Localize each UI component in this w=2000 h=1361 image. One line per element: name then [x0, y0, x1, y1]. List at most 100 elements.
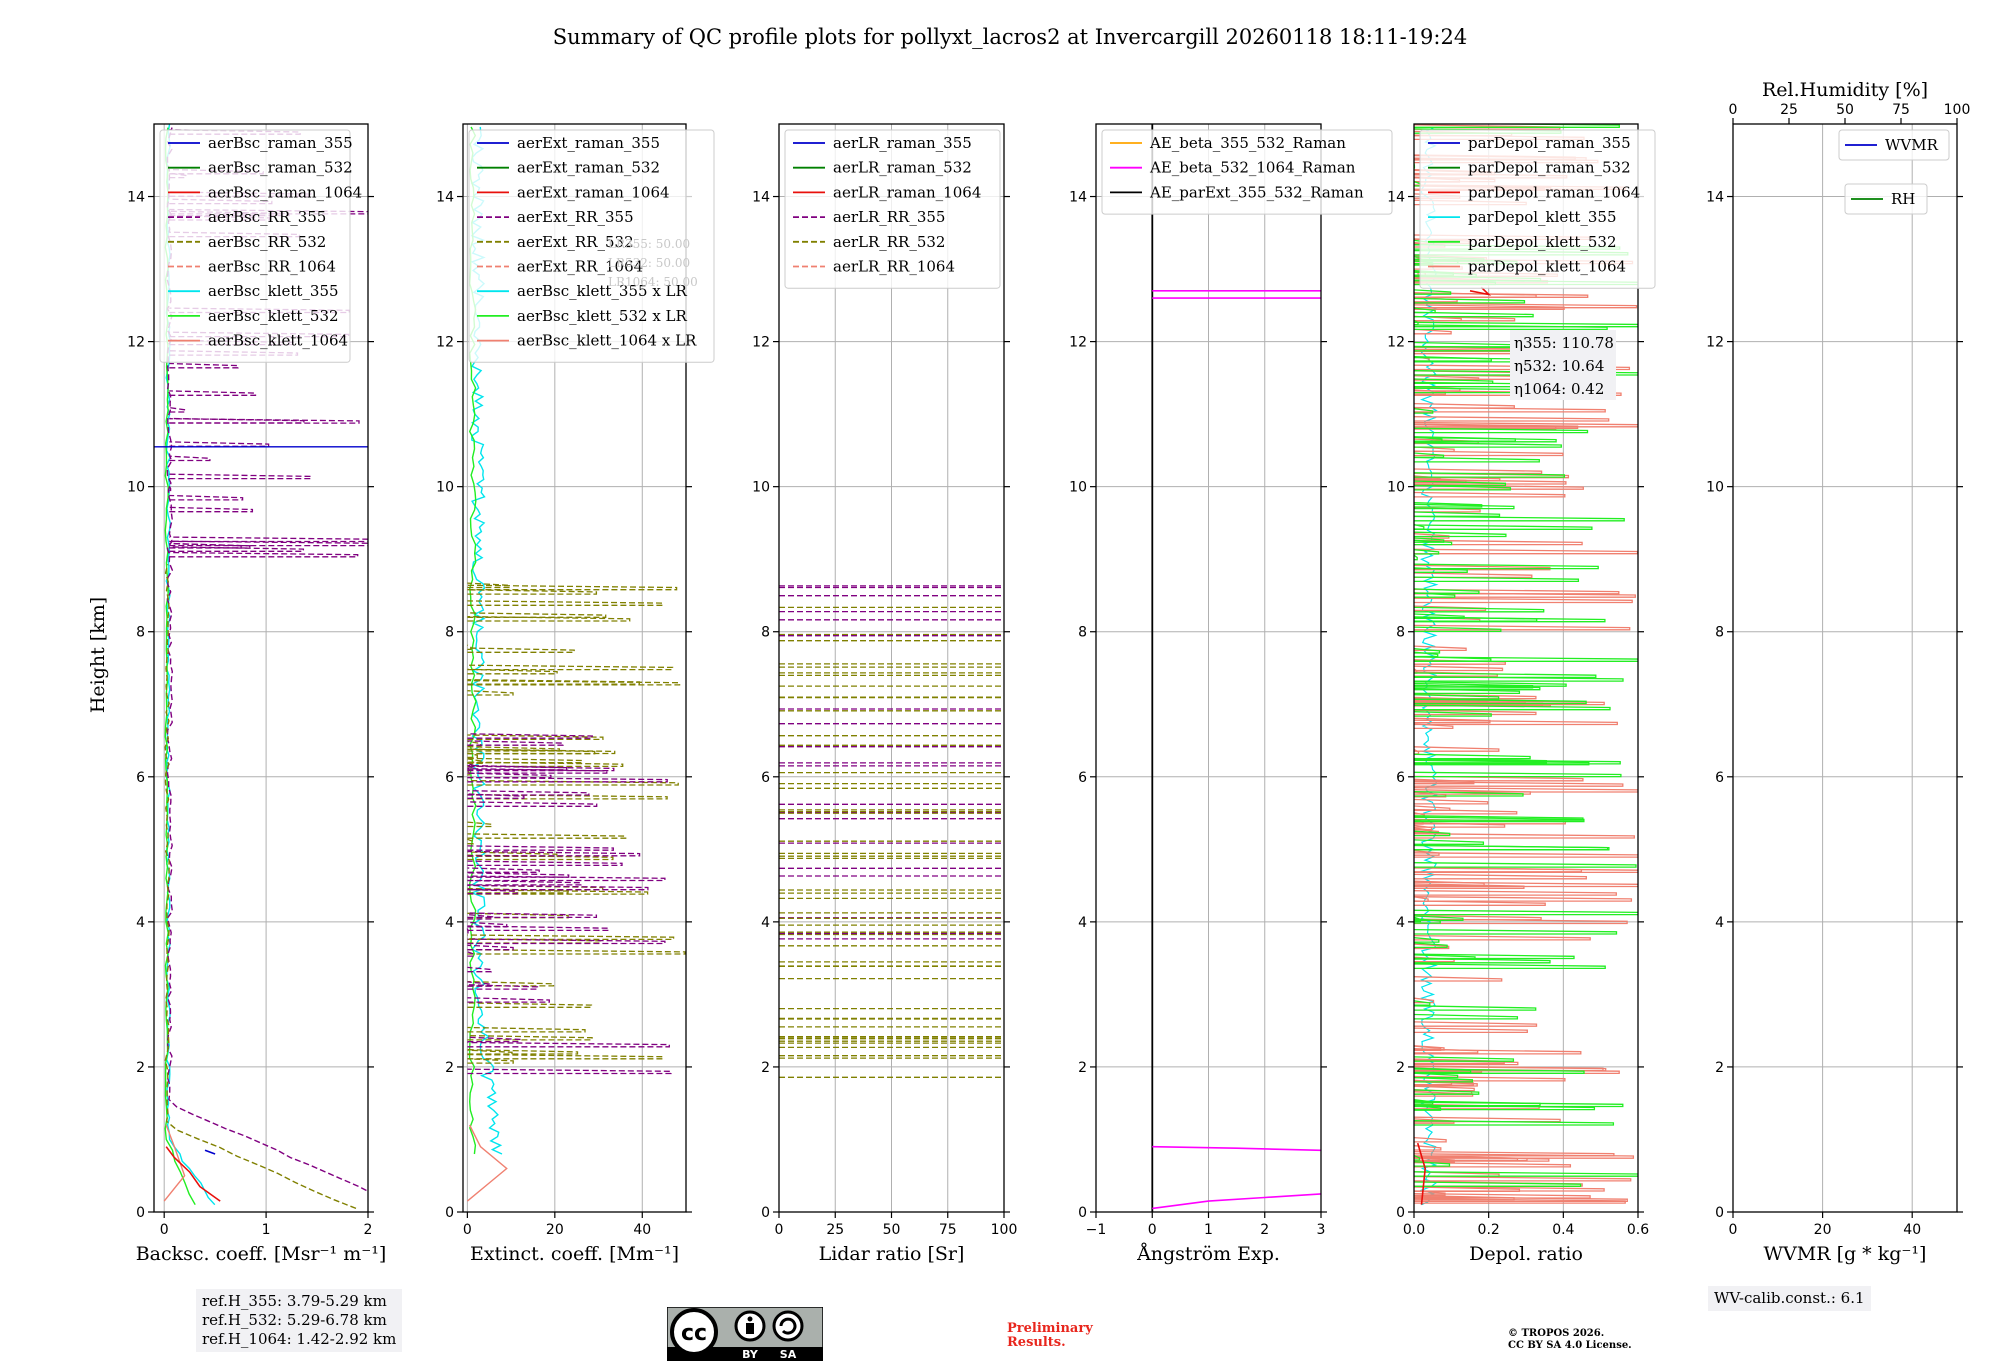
y-tick-label: 6: [136, 770, 145, 786]
series-spike: [1414, 512, 1500, 516]
legend-label: WVMR: [1885, 136, 1939, 154]
eta-annotation: η532: 10.64: [1514, 357, 1604, 375]
series-spike: [1414, 930, 1617, 934]
cc-sa-label: SA: [780, 1348, 797, 1361]
y-tick-label: 12: [1706, 335, 1724, 351]
series-line: [205, 1150, 215, 1154]
legend-label: parDepol_klett_1064: [1468, 258, 1626, 276]
series-spike: [1414, 1172, 1640, 1176]
y-tick-label: 6: [1396, 770, 1405, 786]
preliminary-results-note: Preliminary Results.: [1007, 1322, 1093, 1350]
top-x-axis-label: Rel.Humidity [%]: [1762, 79, 1928, 101]
series-spike: [1414, 891, 1616, 895]
y-tick-label: 2: [1078, 1060, 1087, 1076]
x-tick-label: 100: [991, 1222, 1018, 1238]
y-tick-label: 4: [1715, 915, 1724, 931]
series-spike: [467, 1037, 520, 1041]
y-tick-label: 2: [445, 1060, 454, 1076]
top-x-tick-label: 25: [1780, 102, 1798, 118]
legend-label: aerExt_RR_355: [517, 208, 634, 226]
y-tick-label: 14: [752, 190, 770, 206]
series-spike: [1414, 840, 1483, 844]
series-spike: [169, 553, 357, 557]
series-spike: [1414, 329, 1451, 333]
series-spike: [169, 507, 252, 511]
x-tick-label: 75: [939, 1222, 957, 1238]
wv-calibration-box: WV-calib.const.: 6.1: [1708, 1286, 1871, 1311]
x-tick-label: 0: [160, 1222, 169, 1238]
series-spike: [169, 496, 242, 500]
series-spike: [467, 1028, 585, 1032]
share-alike-icon: [774, 1312, 802, 1340]
x-tick-label: 40: [633, 1222, 651, 1238]
series-spike: [1414, 800, 1488, 804]
svg-text:cc: cc: [681, 1321, 707, 1346]
series-spike: [467, 846, 613, 850]
x-tick-label: 50: [883, 1222, 901, 1238]
legend-label: aerBsc_RR_532: [208, 233, 326, 251]
legend-label: aerExt_raman_355: [517, 134, 660, 152]
series-line: [1152, 1194, 1321, 1209]
legend-label: aerBsc_klett_1064: [208, 332, 348, 350]
series-spike: [1414, 657, 1639, 661]
series-spike: [1414, 517, 1624, 521]
series-spike: [1414, 1138, 1446, 1142]
x-tick-label: 0.6: [1627, 1222, 1649, 1238]
copyright-line-1: © TROPOS 2026.: [1508, 1328, 1632, 1340]
y-tick-label: 8: [445, 625, 454, 641]
series-line: [1152, 1147, 1321, 1151]
y-tick-label: 14: [1387, 190, 1405, 206]
lr-annotation: LR355: 50.00: [608, 237, 690, 251]
legend-label: RH: [1891, 190, 1915, 208]
series-spike: [1414, 1078, 1472, 1082]
series-spike: [467, 648, 574, 652]
series-spike: [467, 998, 549, 1002]
y-tick-label: 8: [1078, 625, 1087, 641]
series-spike: [1414, 417, 1609, 421]
series-spike: [169, 391, 255, 395]
series-spike: [1414, 964, 1605, 968]
legend-label: AE_parExt_355_532_Raman: [1149, 183, 1364, 201]
x-axis-label: Ångström Exp.: [1136, 1243, 1280, 1265]
series-spike: [1414, 954, 1574, 958]
series-spike: [1414, 1182, 1581, 1186]
series-spike: [169, 408, 185, 412]
series-spike: [1414, 290, 1451, 294]
y-tick-label: 12: [752, 335, 770, 351]
legend-label: parDepol_klett_355: [1468, 208, 1617, 226]
y-tick-label: 2: [1715, 1060, 1724, 1076]
lr-annotation: LR532: 50.00: [608, 256, 690, 270]
legend-label: aerLR_RR_355: [833, 208, 945, 226]
series-spike: [1414, 1006, 1536, 1010]
ref-height-532: ref.H_532: 5.29-6.78 km: [202, 1311, 396, 1330]
x-tick-label: 40: [1903, 1222, 1921, 1238]
x-tick-label: 0: [1148, 1222, 1157, 1238]
wv-calibration-text: WV-calib.const.: 6.1: [1714, 1289, 1865, 1308]
top-x-tick-label: 50: [1836, 102, 1854, 118]
x-tick-label: 0.0: [1403, 1222, 1425, 1238]
y-tick-label: 10: [1387, 480, 1405, 496]
series-spike: [1414, 846, 1609, 850]
series-spike: [1414, 437, 1515, 441]
x-tick-label: 1: [262, 1222, 271, 1238]
y-tick-label: 0: [1715, 1205, 1724, 1221]
series-spike: [1414, 607, 1544, 611]
series-spike: [467, 691, 513, 695]
series-spike: [467, 1003, 591, 1007]
x-tick-label: 2: [1260, 1222, 1269, 1238]
legend-label: aerLR_raman_355: [833, 134, 972, 152]
series-spike: [1414, 1028, 1527, 1032]
series-spike: [169, 474, 310, 478]
cc-by-label: BY: [742, 1348, 759, 1361]
series-spike: [467, 601, 662, 605]
legend-label: aerBsc_raman_532: [208, 159, 353, 177]
series-spike: [1414, 897, 1631, 901]
x-axis-label: Depol. ratio: [1469, 1243, 1583, 1265]
x-tick-label: 0: [463, 1222, 472, 1238]
y-tick-label: 6: [1715, 770, 1724, 786]
